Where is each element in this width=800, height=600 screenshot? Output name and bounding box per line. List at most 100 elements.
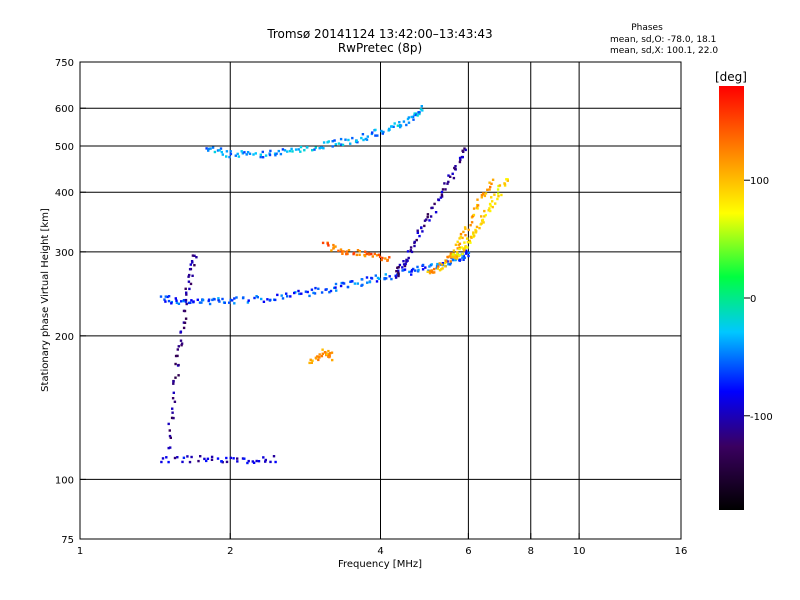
data-point — [207, 298, 211, 301]
data-point — [415, 113, 418, 116]
data-point — [234, 154, 237, 157]
data-point — [187, 280, 191, 283]
data-point — [398, 263, 402, 267]
data-point — [251, 460, 254, 463]
data-point — [281, 297, 285, 300]
data-point — [404, 262, 407, 266]
data-point — [279, 152, 283, 156]
data-point — [269, 149, 272, 153]
data-point — [340, 143, 343, 146]
data-points — [159, 105, 509, 465]
data-point — [458, 156, 462, 160]
data-point — [411, 115, 415, 119]
data-point — [312, 291, 315, 295]
data-point — [458, 160, 462, 164]
data-point — [168, 429, 171, 432]
data-point — [380, 129, 383, 133]
data-point — [187, 275, 190, 278]
data-point — [431, 206, 434, 209]
data-point — [424, 266, 427, 269]
data-point — [454, 167, 457, 171]
data-point — [213, 150, 217, 154]
data-point — [318, 147, 321, 150]
data-point — [361, 133, 365, 136]
data-point — [167, 299, 171, 303]
data-point — [184, 287, 187, 290]
data-point — [276, 293, 279, 297]
data-point — [180, 344, 183, 347]
data-point — [274, 460, 277, 464]
data-point — [370, 277, 374, 280]
data-point — [297, 148, 300, 151]
data-point — [440, 193, 444, 196]
data-point — [375, 254, 379, 257]
data-point — [211, 298, 214, 302]
data-point — [290, 147, 293, 151]
data-point — [196, 298, 199, 301]
data-point — [384, 257, 387, 260]
data-point — [484, 213, 487, 217]
data-point — [306, 146, 309, 149]
data-point — [199, 455, 202, 458]
data-point — [410, 250, 414, 254]
data-point — [390, 125, 393, 128]
data-point — [191, 254, 195, 257]
data-point — [399, 124, 403, 127]
x-tick-label: 16 — [675, 546, 688, 557]
data-point — [365, 252, 368, 256]
data-point — [464, 246, 467, 249]
data-point — [363, 254, 367, 258]
data-point — [496, 197, 499, 201]
data-point — [448, 263, 452, 266]
data-point — [163, 298, 166, 301]
data-point — [210, 455, 214, 459]
data-point — [371, 131, 374, 134]
data-point — [489, 185, 492, 189]
data-point — [181, 460, 184, 464]
data-point — [443, 182, 446, 185]
data-point — [454, 253, 457, 257]
data-point — [171, 407, 174, 410]
data-point — [256, 296, 259, 299]
data-point — [476, 204, 480, 207]
data-point — [452, 249, 456, 252]
data-point — [192, 300, 195, 303]
data-point — [368, 280, 372, 284]
data-point — [466, 246, 469, 249]
data-point — [283, 149, 287, 152]
data-point — [463, 256, 466, 259]
data-point — [480, 196, 483, 199]
data-point — [490, 196, 493, 199]
x-tick-label: 2 — [227, 546, 233, 557]
data-point — [433, 267, 436, 271]
data-point — [407, 256, 410, 260]
data-point — [164, 300, 167, 303]
data-point — [356, 141, 359, 144]
data-point — [505, 178, 508, 181]
data-point — [289, 295, 292, 298]
data-point — [463, 226, 467, 229]
data-point — [342, 282, 346, 285]
data-point — [318, 353, 321, 356]
data-point — [220, 150, 223, 154]
data-point — [458, 237, 461, 240]
data-point — [459, 235, 462, 239]
data-point — [327, 349, 330, 353]
data-point — [317, 287, 320, 290]
y-axis-ticks: 75 100 200 300 400 500 600 750 — [55, 58, 86, 546]
data-point — [229, 150, 232, 153]
data-point — [352, 252, 355, 256]
data-point — [328, 352, 331, 356]
data-point — [314, 146, 317, 149]
data-point — [419, 108, 423, 111]
data-point — [353, 282, 357, 285]
data-point — [464, 148, 467, 152]
data-point — [393, 122, 396, 125]
data-point — [334, 245, 337, 248]
data-point — [395, 270, 398, 273]
data-point — [175, 299, 178, 302]
data-point — [410, 115, 413, 119]
data-point — [407, 121, 411, 124]
data-point — [362, 138, 365, 142]
data-point — [373, 252, 376, 256]
